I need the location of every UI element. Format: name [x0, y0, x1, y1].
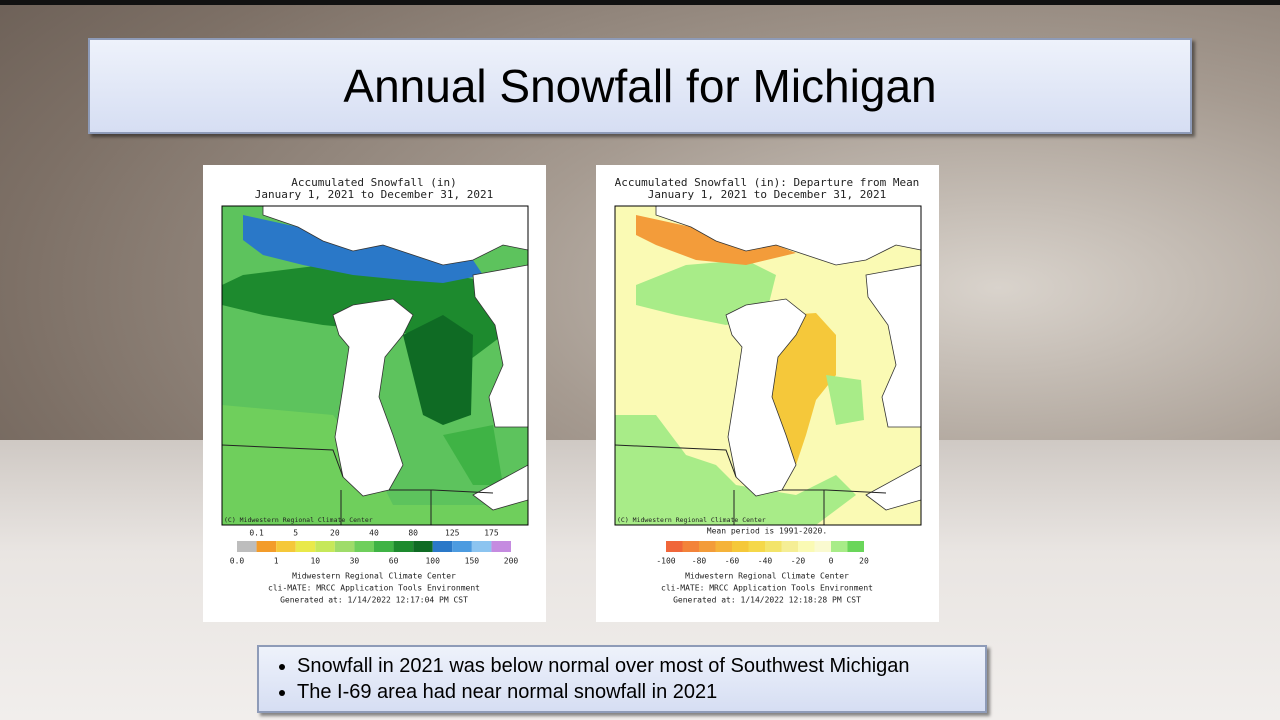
legend-swatch [471, 541, 492, 552]
map-footer: Midwestern Regional Climate Center [685, 572, 849, 581]
map-title: January 1, 2021 to December 31, 2021 [255, 188, 493, 201]
legend-swatch [315, 541, 335, 552]
legend-label: 0.0 [230, 557, 245, 566]
legend-swatch [682, 541, 699, 552]
legend-label: 175 [484, 529, 499, 538]
legend-swatch [432, 541, 453, 552]
legend-label: 10 [310, 557, 320, 566]
legend-label: 1 [274, 557, 279, 566]
legend-swatch [237, 541, 257, 552]
map-title: January 1, 2021 to December 31, 2021 [648, 188, 886, 201]
legend-label: 60 [389, 557, 399, 566]
legend-label: 100 [425, 557, 440, 566]
bullet: The I-69 area had near normal snowfall i… [297, 679, 985, 705]
map-figure: Accumulated Snowfall (in)January 1, 2021… [221, 176, 529, 605]
legend-label: -60 [725, 557, 740, 566]
map-title: Accumulated Snowfall (in): Departure fro… [615, 176, 920, 189]
legend-label: -100 [656, 557, 675, 566]
map-footer: Generated at: 1/14/2022 12:17:04 PM CST [280, 596, 468, 605]
map-footer: Generated at: 1/14/2022 12:18:28 PM CST [673, 596, 861, 605]
legend-swatch [814, 541, 831, 552]
map-frame [614, 205, 922, 526]
bullet-box: Snowfall in 2021 was below normal over m… [257, 645, 987, 713]
legend-swatch [798, 541, 815, 552]
state-border [782, 489, 887, 494]
legend-label: 80 [408, 529, 418, 538]
map-credit: (C) Midwestern Regional Climate Center [224, 516, 373, 524]
map-footer: Midwestern Regional Climate Center [292, 572, 456, 581]
map-region [615, 415, 856, 525]
legend-swatch [732, 541, 749, 552]
map-region [826, 375, 864, 425]
legend-swatch [715, 541, 732, 552]
legend-swatch [276, 541, 296, 552]
map-frame [221, 205, 529, 526]
slide-title: Annual Snowfall for Michigan [343, 60, 937, 112]
legend-swatch [374, 541, 394, 552]
legend-label: 40 [369, 529, 379, 538]
legend-label: 20 [859, 557, 869, 566]
legend-label: -20 [791, 557, 806, 566]
bullet-list: Snowfall in 2021 was below normal over m… [259, 653, 985, 705]
state-border [389, 489, 494, 494]
legend-swatch [256, 541, 277, 552]
legend-swatch [413, 541, 433, 552]
legend-label: 125 [445, 529, 460, 538]
map-credit: (C) Midwestern Regional Climate Center [617, 516, 766, 524]
legend-swatch [831, 541, 848, 552]
legend-swatch [748, 541, 765, 552]
bullet: Snowfall in 2021 was below normal over m… [297, 653, 985, 679]
legend-swatch [393, 541, 414, 552]
legend-swatch [354, 541, 374, 552]
map-panel: Accumulated Snowfall (in) January 1, 2021… [203, 165, 546, 622]
title-box: Annual Snowfall for Michigan [88, 38, 1192, 134]
map-footer: cli-MATE: MRCC Application Tools Environ… [661, 584, 873, 593]
legend-label: -40 [758, 557, 773, 566]
map-note: Mean period is 1991-2020. [707, 527, 827, 536]
legend-label: 200 [504, 557, 519, 566]
legend-swatch [491, 541, 511, 552]
state-border [614, 444, 737, 478]
map-region [403, 315, 473, 425]
map-panel: Accumulated Snowfall (in): Departure fro… [596, 165, 939, 622]
map-region [222, 405, 528, 525]
legend-swatch [666, 541, 683, 552]
map-title: Accumulated Snowfall (in) [291, 176, 457, 189]
legend-swatch [699, 541, 716, 552]
map-region [443, 425, 503, 485]
map-region [636, 215, 796, 265]
legend-label: 0 [829, 557, 834, 566]
legend-label: 30 [350, 557, 360, 566]
map-footer: cli-MATE: MRCC Application Tools Environ… [268, 584, 480, 593]
map-figure: Accumulated Snowfall (in): Departure fro… [614, 176, 922, 605]
legend-label: 0.1 [249, 529, 264, 538]
legend-swatch [295, 541, 316, 552]
legend-label: 150 [465, 557, 480, 566]
legend-swatch [452, 541, 472, 552]
legend-swatch [847, 541, 864, 552]
legend-label: -80 [692, 557, 707, 566]
legend-swatch [334, 541, 355, 552]
legend-label: 20 [330, 529, 340, 538]
legend-swatch [781, 541, 798, 552]
frame-edge [0, 0, 1280, 5]
legend-swatch [765, 541, 782, 552]
state-border [221, 444, 344, 478]
legend-label: 5 [293, 529, 298, 538]
